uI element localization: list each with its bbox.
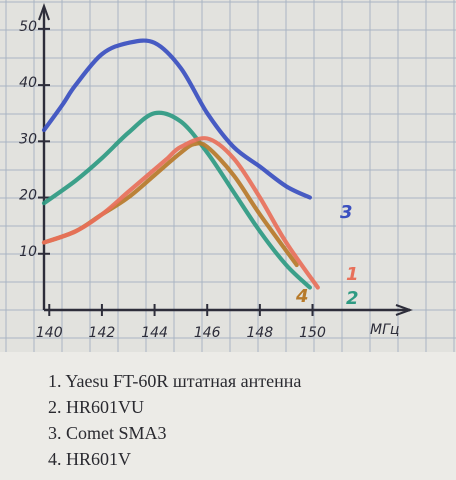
x-tick-label: 142 <box>89 325 116 341</box>
axes <box>38 3 413 316</box>
series-label-1: 1 <box>346 264 359 285</box>
x-tick-label: 148 <box>246 325 273 341</box>
series-label-2: 2 <box>346 288 359 309</box>
x-tick-label: 150 <box>299 325 326 341</box>
x-tick-label: 140 <box>36 325 63 341</box>
y-axis-arrow <box>38 3 50 21</box>
series-label-4: 4 <box>295 286 309 307</box>
y-tick-label: 50 <box>19 19 37 35</box>
legend-entry-3: 3. Comet SMA3 <box>48 423 167 443</box>
legend-entry-4: 4. HR601V <box>48 449 132 469</box>
legend-caption: 1. Yaesu FT-60R штатная антенна 2. HR601… <box>0 352 456 480</box>
y-tick-label: 40 <box>19 75 37 91</box>
graph-paper <box>0 0 456 352</box>
y-tick-label: 20 <box>19 188 37 204</box>
y-tick-label: 10 <box>19 244 37 260</box>
x-tick-label: 144 <box>141 325 168 341</box>
series-lines <box>41 38 320 290</box>
series-label-3: 3 <box>340 202 353 223</box>
series-line-3 <box>41 38 312 200</box>
legend-entry-2: 2. HR601VU <box>48 397 145 417</box>
legend: 1. Yaesu FT-60R штатная антенна 2. HR601… <box>48 368 301 472</box>
y-tick-label: 30 <box>19 131 37 147</box>
x-axis-arrow <box>395 304 413 316</box>
x-axis-unit-label: МГц <box>370 322 399 338</box>
legend-entry-1: 1. Yaesu FT-60R штатная антенна <box>48 371 302 391</box>
antenna-gain-chart: 140 142 144 146 148 150 10 20 30 40 50 МГц 1 2 3 4 <box>0 0 456 352</box>
x-tick-label: 146 <box>194 325 221 341</box>
series-labels: 1 2 3 4 <box>295 202 359 309</box>
series-line-2 <box>41 110 312 290</box>
series-line-1 <box>41 136 320 290</box>
